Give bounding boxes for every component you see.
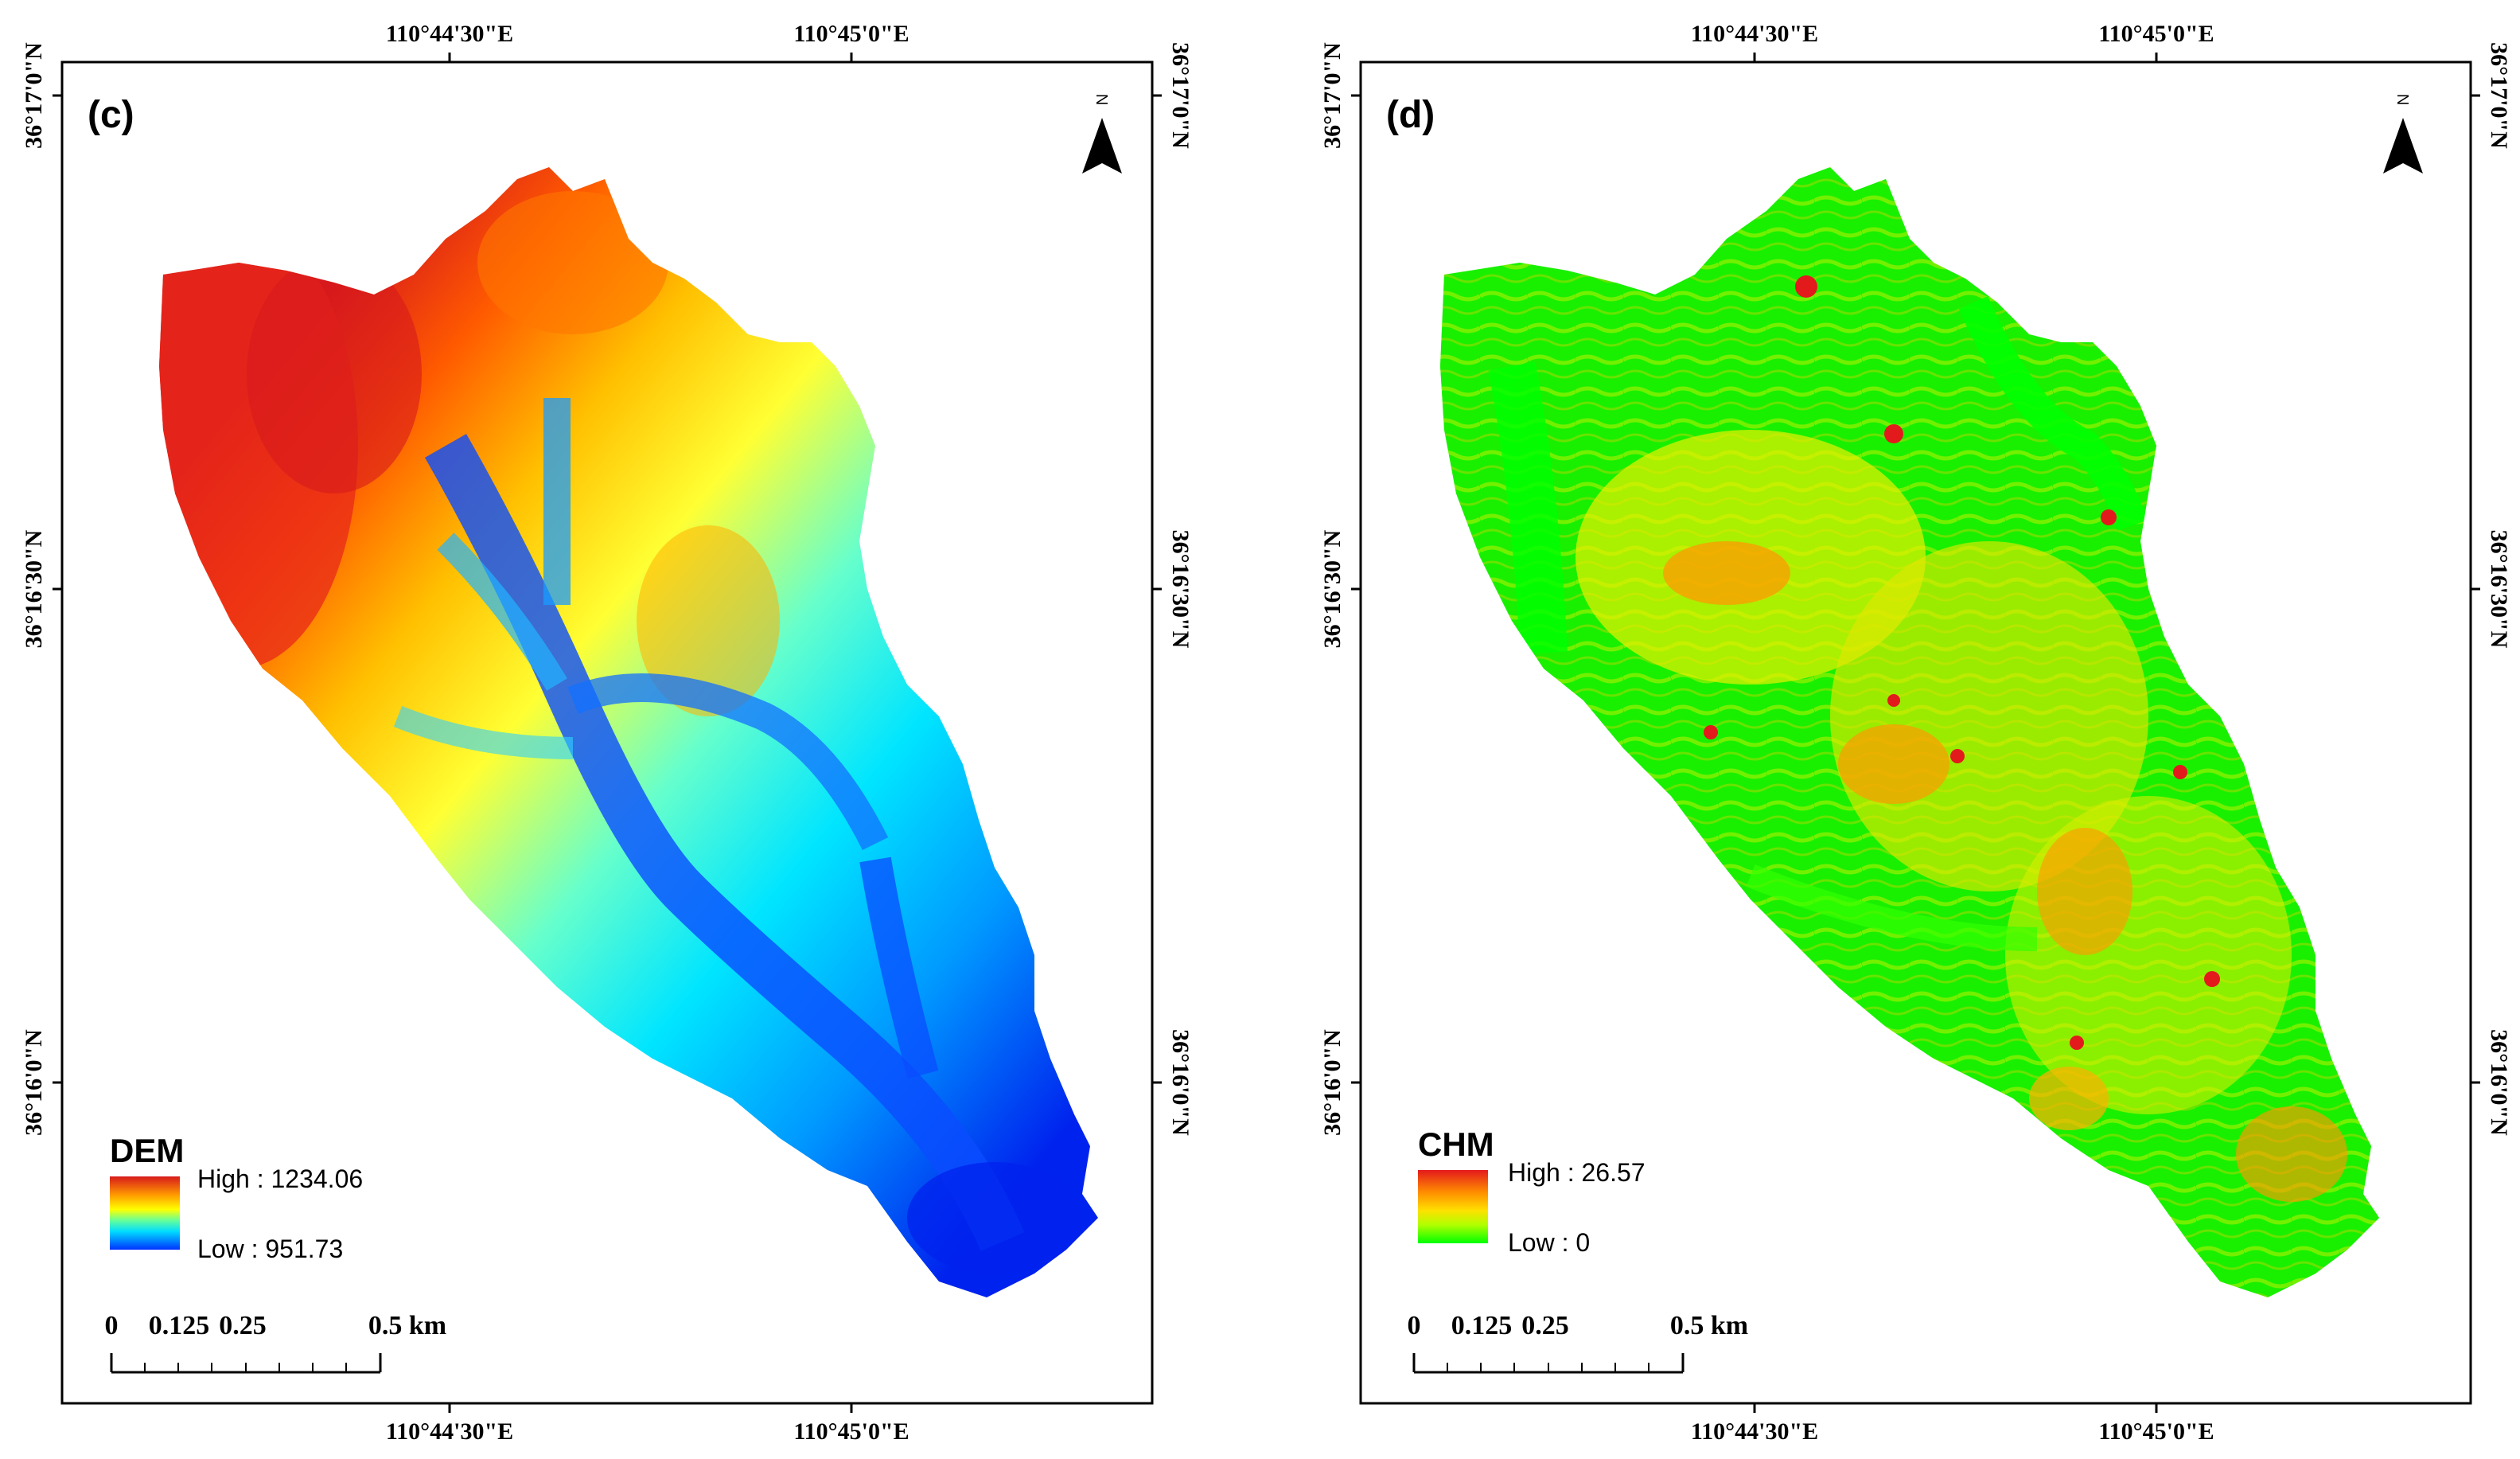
- svg-text:0.125: 0.125: [149, 1311, 210, 1340]
- svg-text:0: 0: [1408, 1311, 1421, 1340]
- lon-tick-bottom-2: 110°45'0"E: [793, 1418, 909, 1445]
- lat-tick-right-2: 36°16'30"N: [2486, 530, 2512, 649]
- legend-low-dem: Low : 951.73: [197, 1235, 343, 1263]
- lon-tick-top-2: 110°45'0"E: [793, 21, 909, 47]
- lon-tick-top-1: 110°44'30"E: [1691, 21, 1818, 47]
- legend-high-dem: High : 1234.06: [197, 1164, 363, 1193]
- lat-tick-left-1: 36°17'0"N: [1319, 42, 1346, 149]
- svg-text:0.125: 0.125: [1451, 1311, 1513, 1340]
- lat-tick-left-2: 36°16'30"N: [1319, 529, 1346, 648]
- lat-tick-right-3: 36°16'0"N: [1167, 1029, 1194, 1136]
- scale-bar-c: 0 0.125 0.25 0.5 km: [105, 1311, 446, 1374]
- lat-tick-right-1: 36°17'0"N: [2486, 42, 2512, 149]
- north-arrow-icon: N: [2383, 94, 2423, 174]
- svg-text:0.5 km: 0.5 km: [1670, 1311, 1748, 1340]
- legend-ramp-dem: [110, 1176, 180, 1250]
- ticks-c: [53, 53, 1162, 1413]
- svg-text:N: N: [2395, 94, 2413, 105]
- lon-tick-top-2: 110°45'0"E: [2098, 21, 2214, 47]
- lon-tick-bottom-1: 110°44'30"E: [1691, 1418, 1818, 1445]
- svg-text:0: 0: [105, 1311, 119, 1340]
- legend-title-chm: CHM: [1418, 1125, 1494, 1163]
- svg-text:0.5 km: 0.5 km: [368, 1311, 446, 1340]
- svg-text:0.25: 0.25: [219, 1311, 267, 1340]
- panel-c: 110°44'30"E 110°45'0"E 110°44'30"E 110°4…: [21, 21, 1194, 1445]
- lat-tick-right-3: 36°16'0"N: [2486, 1029, 2512, 1136]
- north-arrow-icon: N: [1082, 94, 1122, 174]
- lat-tick-left-3: 36°16'0"N: [1319, 1029, 1346, 1136]
- legend-title-dem: DEM: [110, 1132, 184, 1169]
- lon-tick-top-1: 110°44'30"E: [386, 21, 513, 47]
- lon-tick-bottom-1: 110°44'30"E: [386, 1418, 513, 1445]
- legend-ramp-chm: [1418, 1170, 1488, 1243]
- panel-label-d: (d): [1386, 94, 1435, 136]
- lat-tick-right-1: 36°17'0"N: [1167, 42, 1194, 149]
- svg-text:N: N: [1094, 94, 1112, 105]
- scale-bar-d: 0 0.125 0.25 0.5 km: [1408, 1311, 1748, 1374]
- lat-tick-left-2: 36°16'30"N: [21, 529, 47, 648]
- lon-tick-bottom-2: 110°45'0"E: [2098, 1418, 2214, 1445]
- legend-low-chm: Low : 0: [1508, 1228, 1590, 1257]
- ticks-d: [1351, 53, 2480, 1413]
- lat-tick-right-2: 36°16'30"N: [1167, 530, 1194, 649]
- lat-tick-left-3: 36°16'0"N: [21, 1029, 47, 1136]
- panel-d: 110°44'30"E 110°45'0"E 110°44'30"E 110°4…: [1319, 21, 2512, 1445]
- lat-tick-left-1: 36°17'0"N: [21, 42, 47, 149]
- panel-label-c: (c): [88, 94, 134, 136]
- svg-text:0.25: 0.25: [1521, 1311, 1569, 1340]
- legend-high-chm: High : 26.57: [1508, 1158, 1646, 1187]
